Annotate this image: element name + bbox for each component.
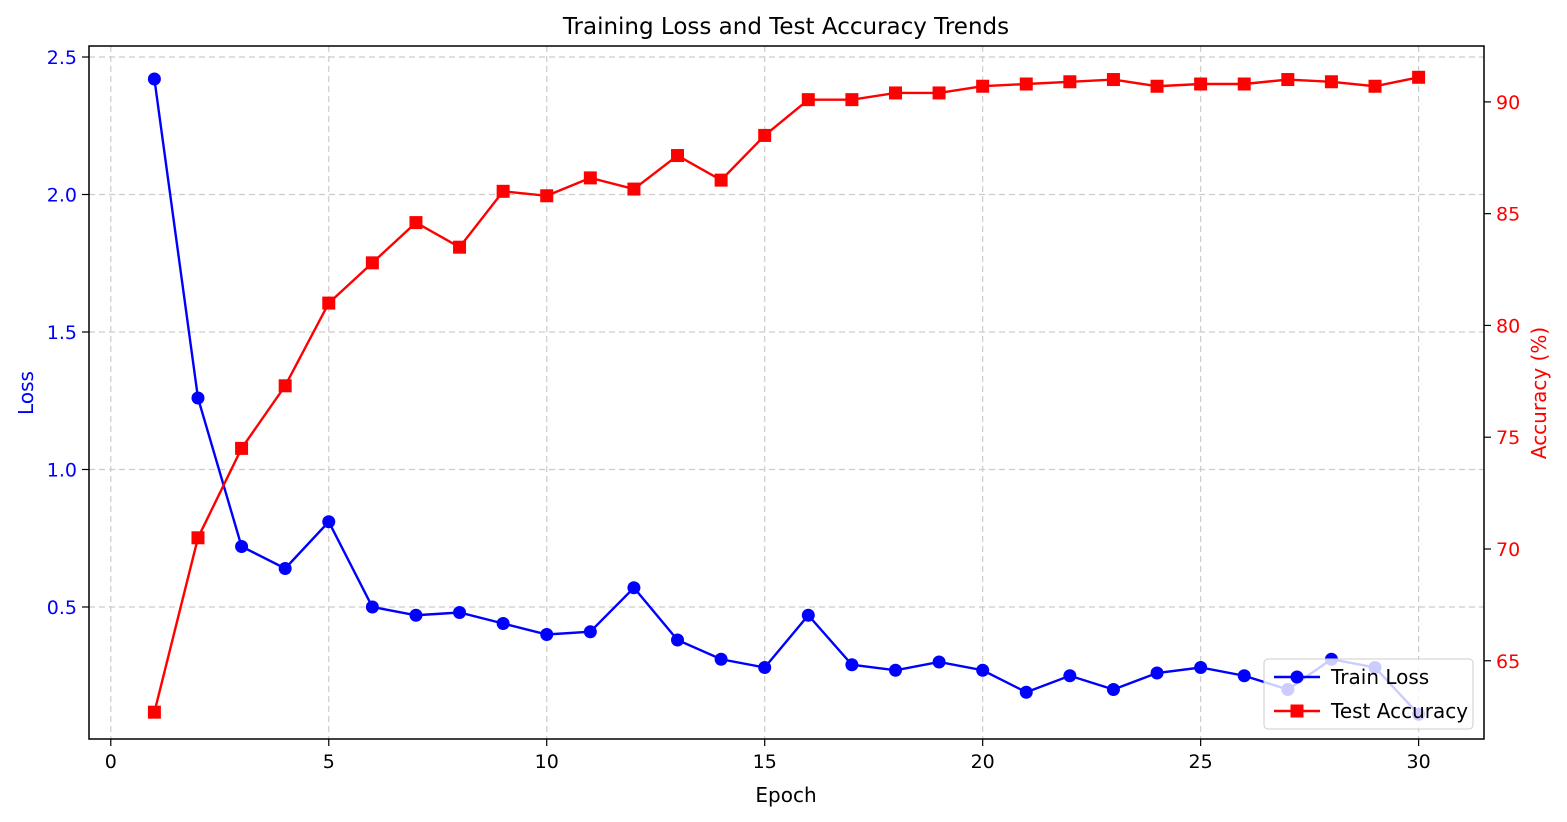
x-tick-label: 20 — [971, 751, 995, 773]
test-accuracy-point — [496, 184, 510, 198]
x-tick-label: 5 — [323, 751, 335, 773]
y-left-tick-label: 1.0 — [47, 460, 77, 482]
chart-title: Training Loss and Test Accuracy Trends — [562, 14, 1009, 40]
test-accuracy-point — [147, 705, 161, 719]
train-loss-point — [147, 72, 161, 86]
train-loss-line — [153, 78, 1420, 716]
train-loss-point — [453, 606, 467, 619]
grid-lines — [89, 46, 1484, 739]
y-right-tick-label: 85 — [1496, 204, 1520, 226]
y-axis-left: 0.5 1.0 1.5 2.0 2.5 — [47, 47, 89, 619]
train-loss-point — [714, 652, 728, 666]
y-axis-left-label: Loss — [14, 371, 38, 415]
train-loss-point — [409, 608, 423, 622]
y-left-tick-label: 2.5 — [47, 47, 77, 69]
legend-test-accuracy-label: Test Accuracy — [1330, 699, 1468, 723]
series-layer — [147, 70, 1426, 721]
test-accuracy-point — [976, 79, 990, 93]
train-loss-point — [671, 633, 685, 647]
train-loss-point — [801, 608, 815, 622]
y-left-tick-label: 1.5 — [47, 322, 77, 344]
test-accuracy-point — [1194, 77, 1208, 91]
test-accuracy-point — [1368, 79, 1382, 93]
test-accuracy-point — [1281, 73, 1295, 87]
test-accuracy-point — [801, 93, 815, 107]
test-accuracy-line — [153, 76, 1419, 713]
test-accuracy-point — [365, 256, 379, 270]
x-axis-label: Epoch — [755, 783, 816, 807]
train-loss-point — [322, 515, 336, 529]
test-accuracy-point — [1063, 75, 1077, 89]
y-right-tick-label: 90 — [1496, 92, 1520, 114]
train-loss-point — [583, 625, 597, 639]
train-loss-series — [147, 72, 1426, 721]
train-loss-point — [540, 628, 554, 641]
train-loss-point — [1019, 685, 1033, 699]
test-accuracy-point — [758, 128, 772, 142]
test-accuracy-point — [409, 216, 423, 230]
train-loss-point — [627, 581, 641, 595]
train-loss-point — [845, 658, 859, 672]
test-accuracy-point — [845, 93, 859, 107]
plot-frame — [88, 45, 1485, 740]
test-accuracy-point — [1237, 77, 1251, 91]
test-accuracy-point — [1324, 75, 1338, 89]
test-accuracy-point — [1019, 77, 1033, 91]
legend-train-loss-marker — [1290, 670, 1304, 684]
test-accuracy-point — [191, 531, 205, 545]
train-loss-point — [888, 663, 902, 677]
train-loss-point — [976, 663, 990, 677]
test-accuracy-point — [932, 86, 946, 100]
train-loss-point — [365, 600, 379, 614]
test-accuracy-point — [671, 149, 685, 163]
train-loss-point — [1194, 661, 1208, 674]
x-axis: 0 5 10 15 20 25 30 — [105, 739, 1431, 773]
train-loss-point — [1150, 666, 1164, 680]
test-accuracy-point — [453, 240, 467, 254]
test-accuracy-point — [540, 189, 554, 203]
y-right-tick-label: 70 — [1496, 539, 1520, 561]
train-loss-point — [1063, 669, 1077, 683]
x-tick-label: 10 — [535, 751, 559, 773]
y-left-tick-label: 2.0 — [47, 185, 77, 207]
train-loss-point — [1237, 669, 1251, 683]
train-loss-point — [278, 562, 292, 575]
train-loss-point — [1106, 683, 1120, 696]
train-loss-point — [496, 617, 510, 630]
test-accuracy-point — [627, 182, 641, 196]
test-accuracy-point — [583, 171, 597, 185]
x-tick-label: 15 — [753, 751, 777, 773]
y-axis-right: 65 70 75 80 85 90 — [1484, 92, 1520, 673]
test-accuracy-point — [1150, 79, 1164, 93]
test-accuracy-point — [888, 86, 902, 100]
test-accuracy-point — [278, 379, 292, 393]
y-axis-right-label: Accuracy (%) — [1527, 327, 1551, 459]
legend-test-accuracy-marker — [1290, 704, 1304, 718]
train-loss-point — [235, 540, 249, 553]
x-tick-label: 25 — [1189, 751, 1213, 773]
test-accuracy-series — [147, 70, 1426, 719]
test-accuracy-point — [235, 441, 249, 455]
y-right-tick-label: 65 — [1496, 651, 1520, 673]
y-left-tick-label: 0.5 — [47, 597, 77, 619]
test-accuracy-point — [322, 296, 336, 310]
y-right-tick-label: 75 — [1496, 427, 1520, 449]
test-accuracy-point — [1106, 73, 1120, 87]
x-tick-label: 0 — [105, 751, 117, 773]
legend: Train Loss Test Accuracy — [1263, 658, 1474, 730]
y-right-tick-label: 80 — [1496, 315, 1520, 337]
test-accuracy-point — [714, 173, 728, 187]
train-loss-point — [932, 655, 946, 669]
legend-train-loss-label: Train Loss — [1330, 665, 1429, 689]
train-loss-point — [758, 661, 772, 674]
test-accuracy-point — [1412, 70, 1426, 84]
train-loss-point — [191, 391, 205, 405]
x-tick-label: 30 — [1407, 751, 1431, 773]
